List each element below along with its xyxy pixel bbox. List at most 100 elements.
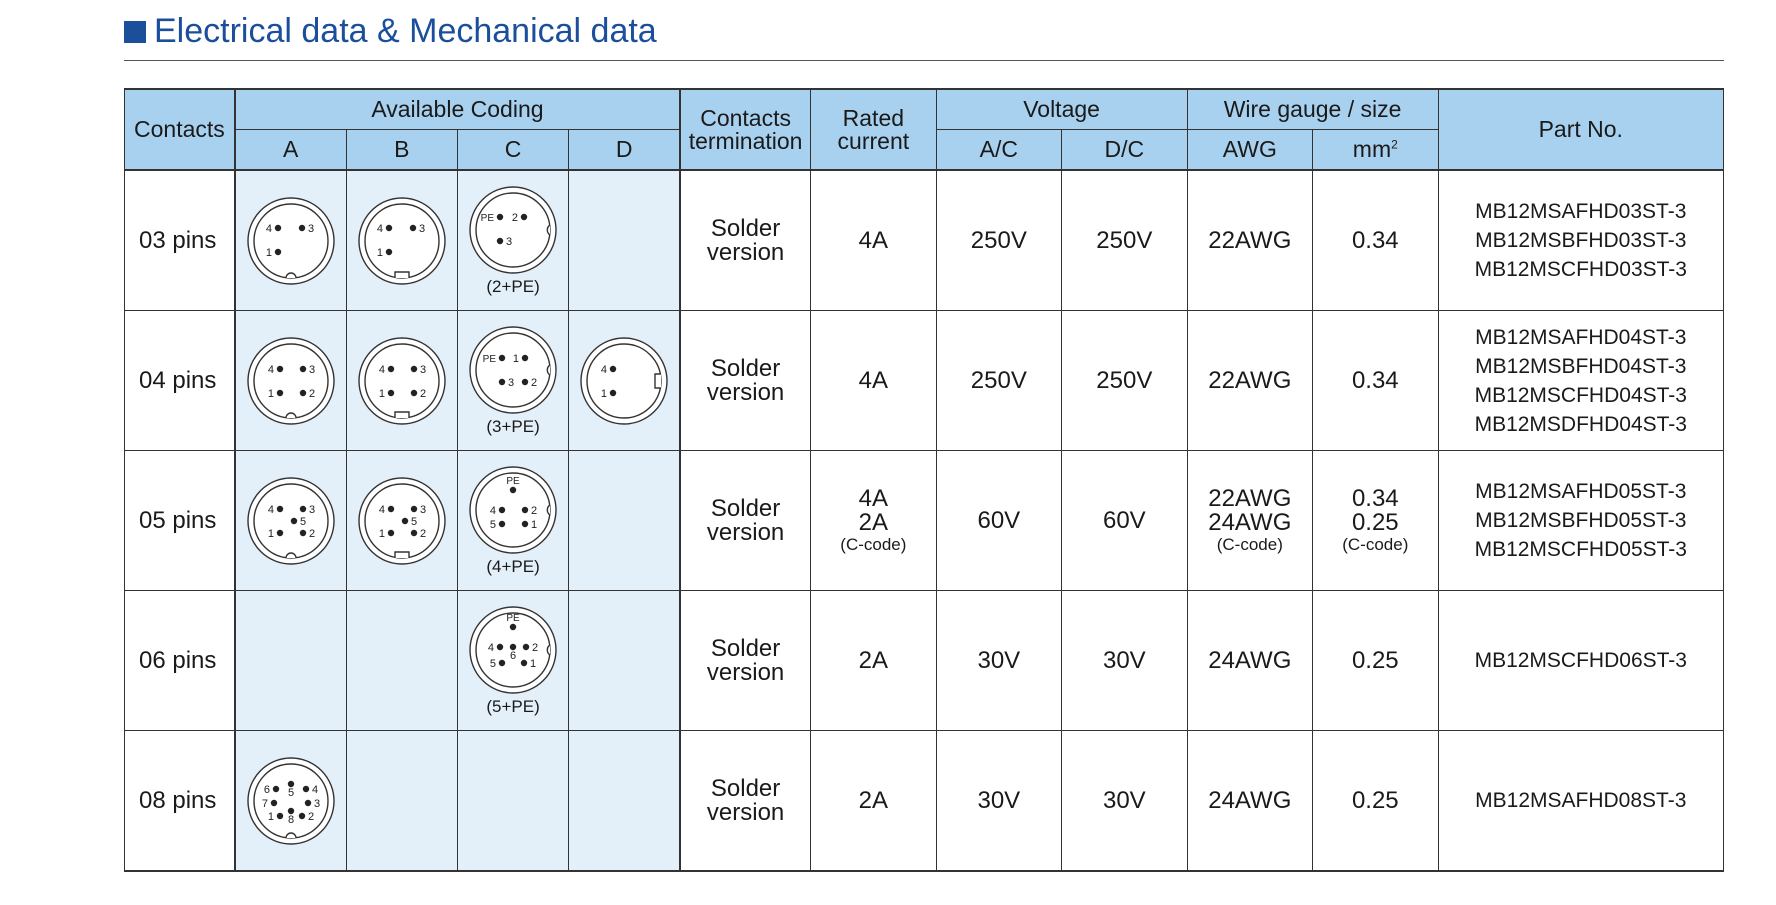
pin-dot [409,224,416,231]
awg-value: 24AWG [1208,786,1292,814]
pin-label: 4 [601,364,607,376]
part-no-cell: MB12MSAFHD05ST-3 MB12MSBFHD05ST-3 MB12MSCF… [1437,450,1725,591]
pin-label: 4 [266,223,272,235]
termination-cell: Solder version [679,590,812,731]
pin-dot [387,505,394,512]
pin-dot [401,517,408,524]
pin-diagram-wrap: PE 4 2 5 1 (4+PE) [458,465,568,577]
contacts-cell: 03 pins [123,169,236,311]
pin-label: 2 [309,388,315,400]
pin-diagram-wrap: PE 1 3 2 (3+PE) [458,325,568,437]
pin-dot [520,659,528,666]
pin-label: 1 [531,519,537,531]
pin-dot [299,505,306,512]
header-mm-text: mm [1352,136,1392,162]
pin-label: 1 [379,388,385,400]
table-row: 04 pins 4 3 1 2 4 3 1 2 PE 1 3 2 (3+PE) 4 1 Solder versio… [123,310,1725,451]
header-ac: A/C [935,129,1063,171]
pin-label: 2 [308,811,314,823]
awg-cell: 24AWG [1186,730,1314,872]
header-code-c: C [456,129,570,171]
coding-cell-d [568,169,682,311]
part-number: MB12MSAFHD08ST-3 [1475,789,1687,812]
contacts-cell: 08 pins [123,730,236,872]
connector-face-icon: 4 35 1 2 [358,476,446,565]
voltage-dc-value: 250V [1096,366,1153,394]
coding-cell-c: PE 2 3 (2+PE) [456,169,570,311]
pin-label: PE [506,613,520,624]
pin-dot [520,213,528,220]
pin-dot [410,389,417,396]
coding-c-label: (4+PE) [486,556,540,576]
pin-label: 4 [268,504,274,516]
coding-cell-b [345,730,458,872]
page-title: Electrical data & Mechanical data [124,12,657,51]
pin-dot [299,529,306,536]
termination-cell: Solder version [679,450,812,591]
rated-current-value: 2A [858,508,889,536]
termination-line1: Solder [710,774,781,802]
coding-cell-b: 4 3 1 2 [345,310,458,451]
pin-label: 5 [411,516,417,528]
pin-dot [496,643,504,650]
rated-current-cell: 4A 2A (C-code) [810,450,937,591]
awg-value: 22AWG [1208,484,1292,512]
pin-dot [410,505,417,512]
header-wire-gauge: Wire gauge / size [1186,88,1439,130]
mm2-value: 0.34 [1351,484,1399,512]
contacts-cell: 06 pins [123,590,236,731]
pin-label: 6 [264,784,270,796]
pin-label: PE [483,354,497,365]
awg-cell: 22AWG [1186,310,1314,451]
pin-label: 1 [601,388,607,400]
header-rated-current-line1: Rated [842,104,905,131]
connector-face-icon: 41 [580,336,668,425]
pin-dot [272,785,279,792]
pin-dot [521,506,529,513]
termination-line1: Solder [710,634,781,662]
pin-diagram-wrap: 4 3 1 [347,196,457,286]
coding-cell-a: 6 5 4 7 3 1 8 2 [234,730,347,872]
pin-dot [496,213,504,220]
pin-label: 3 [420,504,426,516]
pin-dot [496,237,504,244]
voltage-ac-value: 250V [970,226,1027,254]
pin-dot [274,248,281,255]
termination-line2: version [706,378,785,406]
header-rated-current-line2: current [837,127,910,154]
pin-label: 1 [530,658,536,670]
mm2-value: 0.25 [1351,646,1399,674]
connector-face-icon: 4 3 1 [247,196,335,285]
awg-cell: 24AWG [1186,590,1314,731]
coding-cell-d [568,450,682,591]
pin-label: 4 [268,364,274,376]
pin-diagram-wrap: 4 3 1 2 [236,336,346,426]
pin-label: 3 [309,364,315,376]
rated-current-value: 4A [858,484,889,512]
pin-dot [287,807,294,814]
pin-label: 4 [312,784,318,796]
coding-cell-a [234,590,347,731]
voltage-dc-value: 30V [1102,786,1146,814]
termination-line2: version [706,518,785,546]
coding-cell-c: PE 4 6 2 5 1 (5+PE) [456,590,570,731]
pin-dot [509,643,517,650]
termination-cell: Solder version [679,730,812,872]
part-number: MB12MSCFHD04ST-3 [1474,383,1687,407]
awg-cell: 22AWG 24AWG (C-code) [1186,450,1314,591]
termination-line1: Solder [710,354,781,382]
pin-dot [287,780,294,787]
pin-label: 2 [512,212,518,224]
pin-dot [298,812,305,819]
awg-value: 24AWG [1208,646,1292,674]
voltage-ac-cell: 30V [935,590,1063,731]
pin-label: 4 [488,642,494,654]
part-number: MB12MSDFHD04ST-3 [1474,412,1687,436]
pin-dot [387,365,394,372]
pin-dot [385,248,392,255]
connector-face-icon: 4 3 1 [358,196,446,285]
pin-label: 1 [266,247,272,259]
